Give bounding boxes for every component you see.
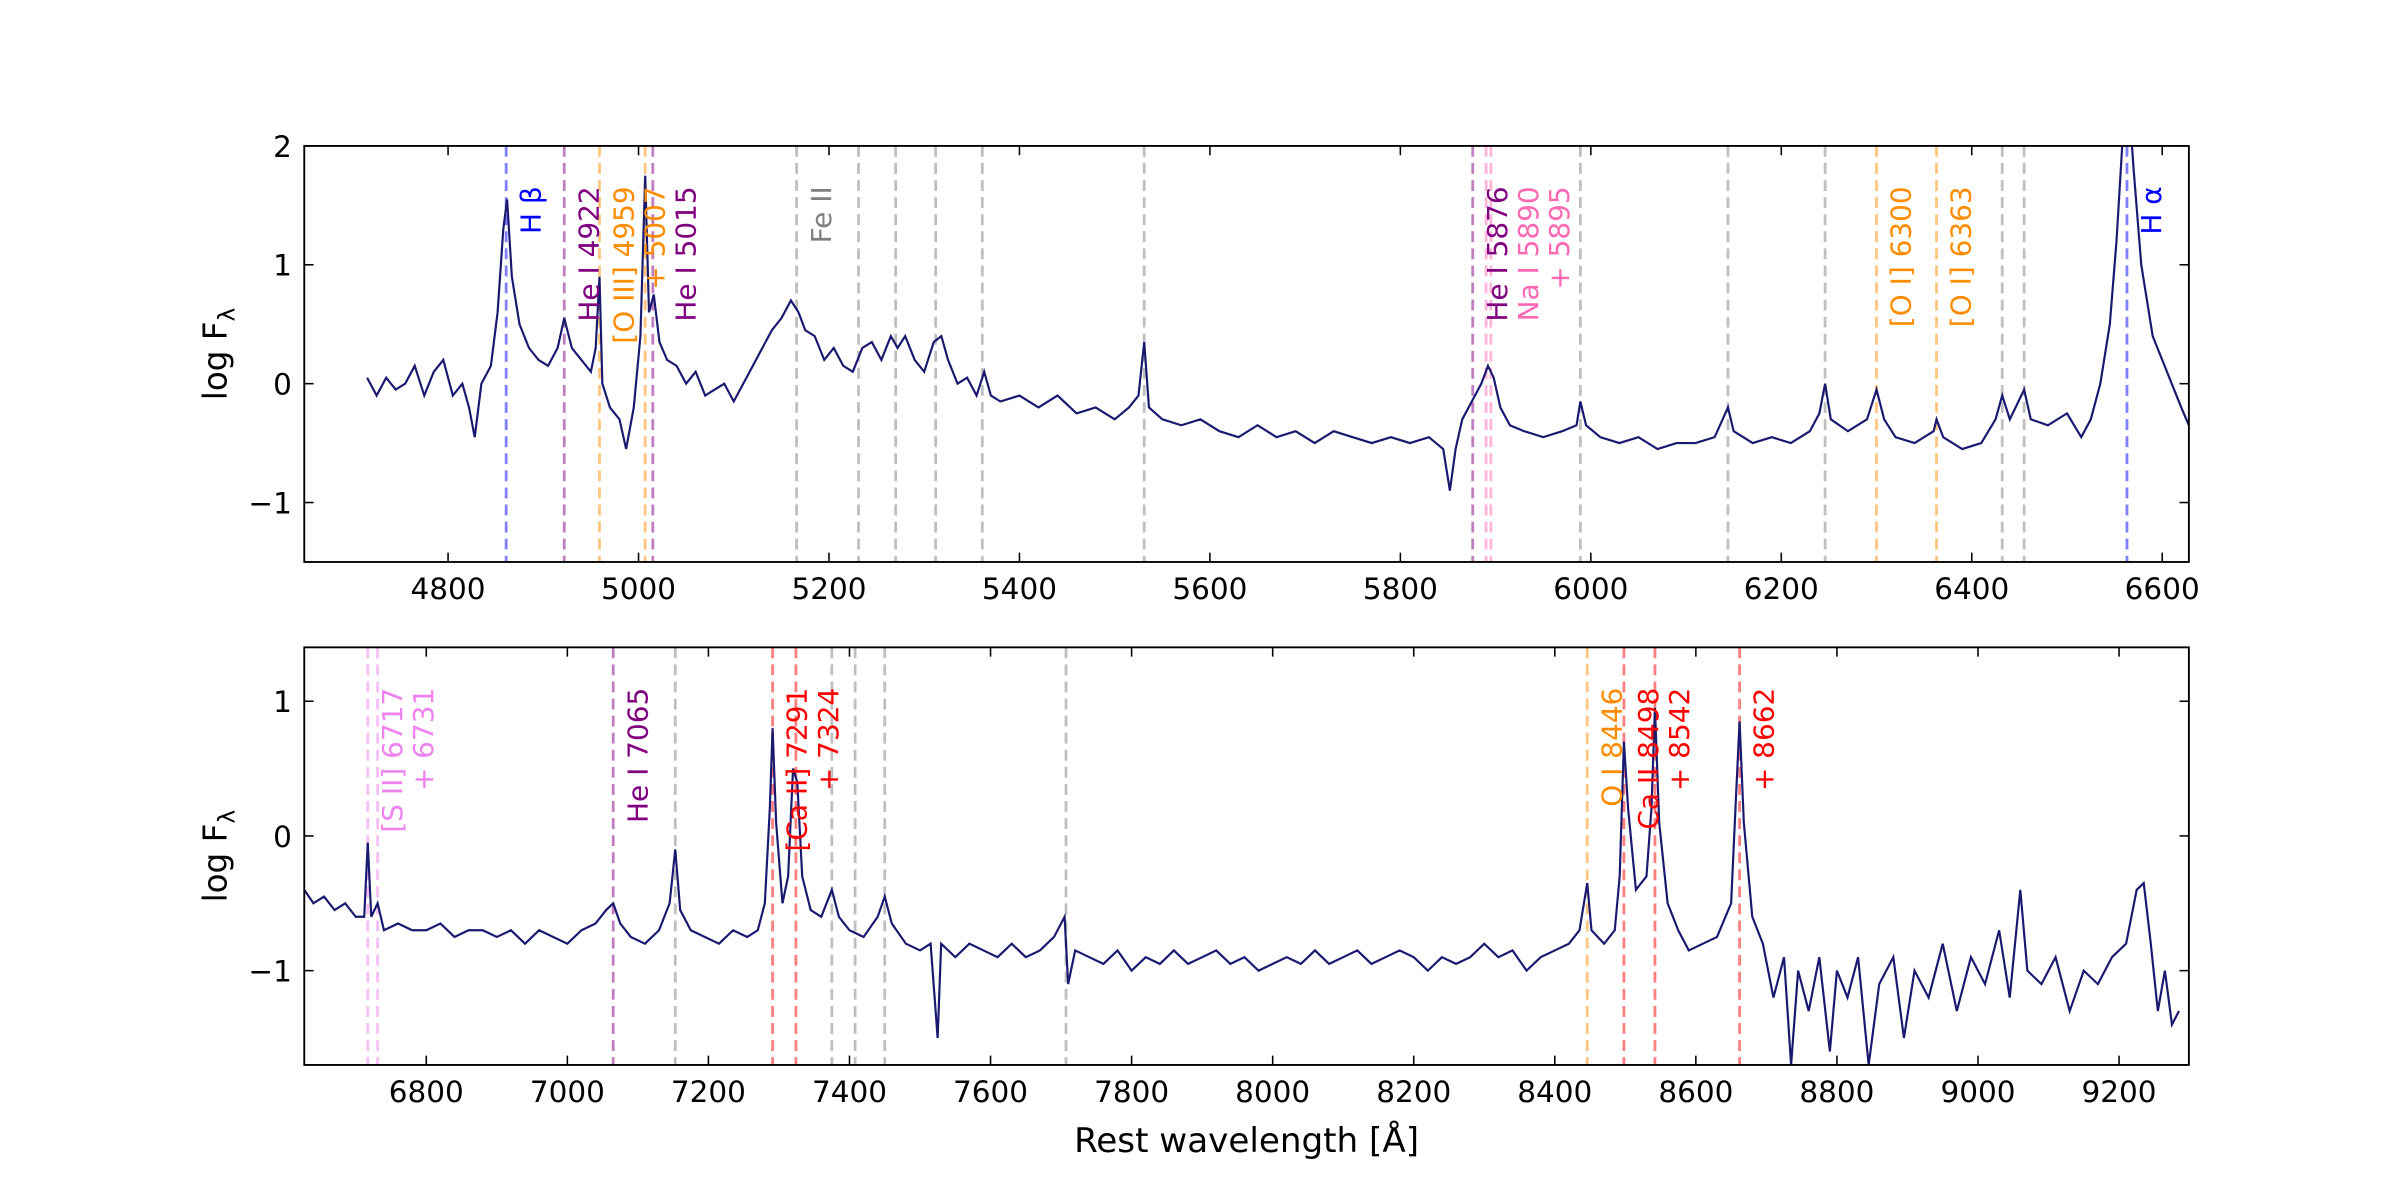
line-label: O I 8446	[1595, 688, 1628, 807]
panel: [S II] 6717+ 6731 He I 7065 [Ca II] 7291+ …	[197, 646, 2190, 1161]
x-tick-label: 7600	[953, 1075, 1028, 1109]
x-tick-label: 9000	[1940, 1075, 2015, 1109]
line-label: + 8542	[1663, 688, 1696, 791]
line-label: [S II] 6717	[376, 688, 409, 833]
line-label: Na I 5890	[1512, 186, 1545, 321]
x-tick-label: 6800	[389, 1075, 464, 1109]
x-tick-label: 6400	[1934, 572, 2009, 606]
axes-frame	[303, 646, 2190, 1066]
plot-area	[304, 647, 2180, 1065]
y-tick-label: −1	[248, 955, 291, 989]
x-tick-label: 8000	[1235, 1075, 1310, 1109]
line-label: He I 7065	[621, 688, 654, 823]
line-label: + 8662	[1748, 688, 1781, 791]
x-tick-label: 6600	[2125, 572, 2200, 606]
spectrum	[304, 707, 2180, 1065]
y-label-subscript: λ	[213, 810, 240, 824]
x-tick-label: 8800	[1799, 1075, 1874, 1109]
line-label: He I 5015	[670, 186, 703, 321]
line-label: H β	[514, 186, 547, 234]
x-tick-label: 6000	[1553, 572, 1628, 606]
line-label: [O III] 4959	[608, 186, 641, 343]
x-tick-label: 5600	[1172, 572, 1247, 606]
x-tick-label: 5200	[791, 572, 866, 606]
line-label: [O I] 6363	[1945, 186, 1978, 327]
line-label: H α	[2135, 186, 2168, 234]
x-tick-label: 5400	[982, 572, 1057, 606]
x-tick-label: 8400	[1517, 1075, 1592, 1109]
y-label-text: log F	[197, 824, 235, 903]
axes-frame	[303, 144, 2190, 563]
x-tick-label: 5800	[1363, 572, 1438, 606]
spectrum	[366, 145, 2189, 491]
plot-area	[366, 145, 2189, 562]
line-label: He I 4922	[572, 186, 605, 321]
line-label: + 6731	[407, 688, 440, 791]
line-label: [O I] 6300	[1885, 186, 1918, 327]
x-tick-label: 7400	[812, 1075, 887, 1109]
x-tick-label: 5000	[601, 572, 676, 606]
x-tick-label: 7800	[1094, 1075, 1169, 1109]
line-label: + 5007	[639, 186, 672, 289]
x-tick-label: 8600	[1658, 1075, 1733, 1109]
y-tick-label: 1	[273, 685, 292, 719]
line-label: Fe II	[805, 186, 838, 243]
line-label: + 7324	[812, 688, 845, 791]
line-label: Ca II 8498	[1632, 688, 1665, 830]
y-axis-label: log Fλ	[197, 307, 241, 400]
y-label-subscript: λ	[213, 307, 240, 321]
y-tick-label: −1	[248, 486, 291, 520]
x-tick-label: 7000	[530, 1075, 605, 1109]
y-tick-label: 0	[273, 368, 292, 402]
x-tick-label: 6200	[1744, 572, 1819, 606]
x-tick-label: 9200	[2082, 1075, 2157, 1109]
line-label: He I 5876	[1481, 186, 1514, 321]
y-label-text: log F	[197, 321, 235, 400]
x-tick-label: 8200	[1376, 1075, 1451, 1109]
line-label: + 5895	[1543, 186, 1576, 289]
x-axis-label: Rest wavelength [Å]	[1074, 1120, 1419, 1161]
y-tick-label: 1	[273, 249, 292, 283]
y-tick-label: 2	[273, 130, 292, 164]
y-axis-label: log Fλ	[197, 810, 241, 903]
line-label: [Ca II] 7291	[781, 688, 814, 852]
x-tick-label: 4800	[411, 572, 486, 606]
y-tick-label: 0	[273, 820, 292, 854]
x-tick-label: 7200	[671, 1075, 746, 1109]
